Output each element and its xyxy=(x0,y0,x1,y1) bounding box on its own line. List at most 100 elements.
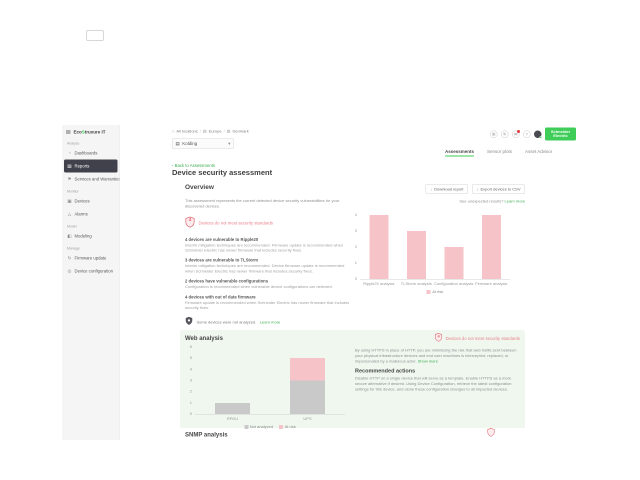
avatar[interactable] xyxy=(534,130,542,139)
help-icon[interactable]: ? xyxy=(523,130,531,138)
presence-dot xyxy=(539,135,542,139)
bar-at-risk xyxy=(406,231,426,279)
download-report-button[interactable]: ↓ Download report xyxy=(425,184,468,194)
bar-at-risk xyxy=(290,358,325,381)
apps-grid-icon[interactable]: ⊞ xyxy=(490,130,498,138)
app-logo: EcoStruxure IT xyxy=(73,129,106,135)
web-risk-link[interactable]: 4 Devices do not meet security standards xyxy=(355,333,520,344)
chevron-left-icon: ‹ xyxy=(172,163,174,168)
legend-label: At risk xyxy=(284,424,296,430)
legend-item: At risk xyxy=(279,424,296,430)
schneider-electric-logo: Schneider Electric xyxy=(545,127,576,141)
tick-label: 0 xyxy=(189,411,192,417)
warranty-icon: ⚑ xyxy=(67,176,72,182)
tick-label: 3 xyxy=(189,378,192,383)
shield-alert-icon xyxy=(487,428,495,439)
firmware-icon: ↻ xyxy=(67,255,72,261)
tab-bar: Assessments Sensor plots Asset Advisor xyxy=(445,149,552,157)
bar-at-risk xyxy=(481,215,501,279)
finding-configurations: 2 devices have vulnerable configurations… xyxy=(185,278,333,290)
tick-label: 3 xyxy=(354,228,357,234)
ecostruxure-it-app: EcoStruxure IT Analyze ◔ Dashboards ▤ Re… xyxy=(62,125,578,440)
sidebar-item-label: Alarms xyxy=(74,211,88,217)
legend-swatch xyxy=(426,289,431,294)
finding-ripple20: 4 devices are vulnerable to Ripple20 Int… xyxy=(185,236,344,253)
sidebar-item-label: Services and Warranties xyxy=(74,176,120,182)
tab-assessments[interactable]: Assessments xyxy=(445,149,475,157)
overview-heading: Overview xyxy=(185,183,214,191)
sidebar-item-device-configuration[interactable]: ◎ Device configuration xyxy=(62,265,120,278)
scan-artifact xyxy=(86,30,104,41)
overview-section: Overview This assessment represents the … xyxy=(185,183,351,328)
security-overview-chart: 0 1 2 3 4 Ripple20 analysis TLStorm analysis Co… xyxy=(350,211,525,299)
category-label: Ripple20 analysis xyxy=(363,281,395,287)
chart-legend: At risk xyxy=(360,289,510,294)
learn-more-link[interactable]: Learn more xyxy=(504,199,525,204)
web-analysis-chart: 0 1 2 3 4 5 6 RPDU UPS Not analyzed At risk xyxy=(187,345,352,430)
breadcrumb-europe[interactable]: Europe xyxy=(208,129,222,134)
topbar-icons: ⊞ ↻ ✉ ? Schneider Electric xyxy=(490,127,576,141)
location-dropdown[interactable]: ▤ Kolding ▾ xyxy=(172,138,234,149)
sidebar-item-reports[interactable]: ▤ Reports xyxy=(64,159,118,173)
location-dropdown-value: Kolding xyxy=(182,141,198,146)
tick-label: 4 xyxy=(189,366,192,372)
back-to-assessments-link[interactable]: ‹ Back to Assessments xyxy=(172,163,216,168)
location-icon: ▤ xyxy=(202,129,207,134)
building-icon: ▤ xyxy=(175,140,180,146)
nav-section-monitor: Monitor xyxy=(67,190,79,194)
menu-icon[interactable] xyxy=(66,129,71,135)
location-icon: ▤ xyxy=(226,129,231,134)
export-csv-button[interactable]: ↓ Export devices to CSV xyxy=(471,184,525,194)
page-title: Device security assessment xyxy=(172,168,273,178)
download-icon: ↓ xyxy=(430,186,433,192)
sidebar-item-dashboards[interactable]: ◔ Dashboards xyxy=(62,147,120,160)
sidebar-item-alarms[interactable]: △ Alarms xyxy=(62,208,120,221)
learn-more-link[interactable]: Learn more xyxy=(259,319,281,325)
sidebar-item-label: Dashboards xyxy=(74,150,98,156)
tab-sensor-plots[interactable]: Sensor plots xyxy=(487,149,513,154)
breadcrumb-denmark[interactable]: Denmark xyxy=(232,129,249,134)
tick-label: 2 xyxy=(354,244,357,250)
chart-legend: Not analyzed At risk xyxy=(195,424,345,430)
category-label: Firmware analysis xyxy=(475,281,508,287)
web-analysis-description: By using HTTPS in place of HTTP, you are… xyxy=(355,348,517,364)
overview-description: This assessment represents the current d… xyxy=(185,198,340,209)
breadcrumb-all-locations[interactable]: All locations xyxy=(176,129,198,134)
nav-section-model: Model xyxy=(67,225,77,229)
bar-at-risk xyxy=(444,247,464,279)
recommended-actions-heading: Recommended actions xyxy=(355,368,416,375)
chevron-down-icon: ▾ xyxy=(228,140,231,146)
app-logo-row: EcoStruxure IT xyxy=(62,125,120,138)
shield-alert-icon: 4 xyxy=(185,216,195,230)
sidebar-item-devices[interactable]: ▣ Devices xyxy=(62,195,120,208)
notification-badge xyxy=(517,129,520,133)
devices-icon: ▣ xyxy=(67,198,72,204)
sidebar-item-modeling[interactable]: ◧ Modeling xyxy=(62,230,120,243)
notifications-icon[interactable]: ✉ xyxy=(512,129,520,138)
sidebar-item-firmware-update[interactable]: ↻ Firmware update xyxy=(62,252,120,265)
tab-asset-advisor[interactable]: Asset Advisor xyxy=(525,149,553,154)
sidebar-item-services-and-warranties[interactable]: ⚑ Services and Warranties xyxy=(62,173,120,186)
tick-label: 1 xyxy=(189,400,192,405)
breadcrumb-separator: / xyxy=(199,129,201,134)
config-icon: ◎ xyxy=(67,268,72,274)
legend-item: At risk xyxy=(426,289,443,294)
category-label: TLStorm analysis xyxy=(400,281,432,287)
legend-item: Not analyzed xyxy=(244,424,274,430)
tick-label: 0 xyxy=(354,276,357,282)
sidebar-item-label: Firmware update xyxy=(74,255,107,261)
shield-alert-icon: 4 xyxy=(435,333,443,344)
show-more-link[interactable]: Show more xyxy=(417,358,438,364)
web-analysis-section: Web analysis 0 1 2 3 4 5 6 RPDU UPS Not analyzed A… xyxy=(180,330,525,430)
category-label: RPDU xyxy=(226,416,239,422)
category-label: UPS xyxy=(303,416,312,422)
legend-label: Not analyzed xyxy=(249,424,274,430)
risk-label: Devices do not meet security standards xyxy=(198,220,273,226)
risk-count: 4 xyxy=(437,334,440,339)
finding-tlstorm: 3 devices are vulnerable to TLStorm Inte… xyxy=(185,257,345,274)
finding-firmware: 4 devices with out of date firmware Firm… xyxy=(185,294,350,310)
security-risk-link[interactable]: 4 Devices do not meet security standards xyxy=(185,216,351,230)
findings-list: 4 devices are vulnerable to Ripple20 Int… xyxy=(185,237,351,311)
x-axis-line xyxy=(195,414,345,415)
refresh-icon[interactable]: ↻ xyxy=(501,130,509,138)
